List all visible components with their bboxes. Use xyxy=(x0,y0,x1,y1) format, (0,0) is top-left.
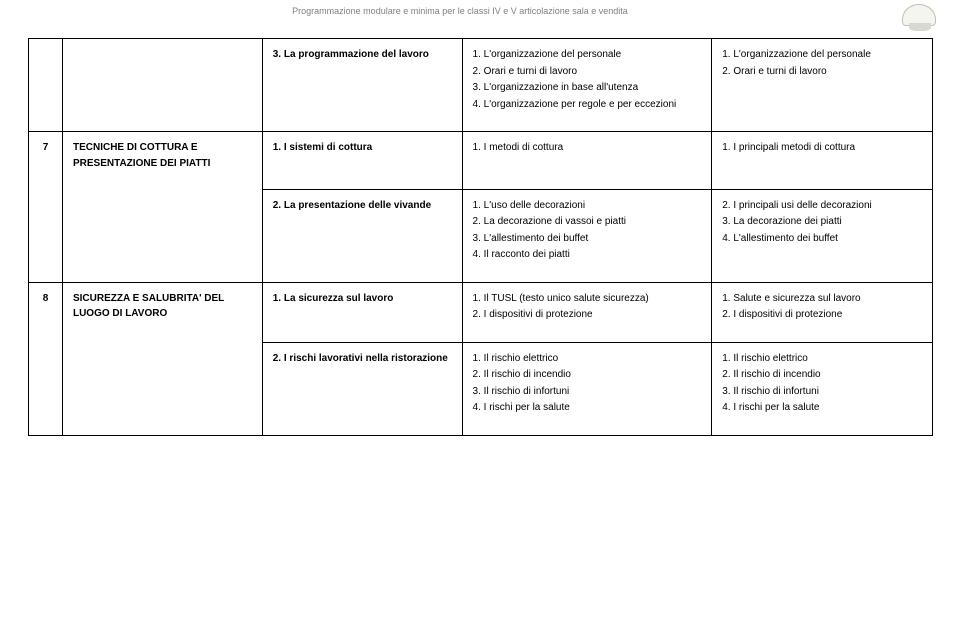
col-objectives: 1. Il rischio elettrico2. Il rischio di … xyxy=(712,342,933,435)
col-objectives: 1. L'organizzazione del personale2. Orar… xyxy=(712,39,933,132)
module-topic xyxy=(62,342,262,435)
col-objectives: 1. Salute e sicurezza sul lavoro2. I dis… xyxy=(712,282,933,342)
module-number xyxy=(29,342,63,435)
list-item: 4. L'allestimento dei buffet xyxy=(722,231,922,247)
col-objectives: 1. I principali metodi di cottura xyxy=(712,132,933,190)
col-unit: 3. La programmazione del lavoro xyxy=(262,39,462,132)
list-item: 4. I rischi per la salute xyxy=(722,400,922,416)
list-item: 3. Il rischio di infortuni xyxy=(473,384,702,400)
list-item: 2. I principali usi delle decorazioni xyxy=(722,198,922,214)
col-contents: 1. L'uso delle decorazioni2. La decorazi… xyxy=(462,189,712,282)
list-item: 3. L'organizzazione in base all'utenza xyxy=(473,80,702,96)
list-item: 4. L'organizzazione per regole e per ecc… xyxy=(473,97,702,113)
module-topic: TECNICHE DI COTTURA E PRESENTAZIONE DEI … xyxy=(62,132,262,190)
col-contents: 1. Il rischio elettrico2. Il rischio di … xyxy=(462,342,712,435)
list-item: 1. La sicurezza sul lavoro xyxy=(273,291,452,307)
list-item: 1. Il rischio elettrico xyxy=(473,351,702,367)
list-item: 1. Il TUSL (testo unico salute sicurezza… xyxy=(473,291,702,307)
list-item: 3. Il rischio di infortuni xyxy=(722,384,922,400)
list-item: 2. Il rischio di incendio xyxy=(473,367,702,383)
list-item: 2. I dispositivi di protezione xyxy=(722,307,922,323)
list-item: 2. I rischi lavorativi nella ristorazion… xyxy=(273,351,452,367)
table-row: 2. La presentazione delle vivande 1. L'us… xyxy=(29,189,933,282)
col-unit: 1. I sistemi di cottura xyxy=(262,132,462,190)
list-item: 1. Il rischio elettrico xyxy=(722,351,922,367)
curriculum-table: 3. La programmazione del lavoro 1. L'orga… xyxy=(28,38,933,436)
table-row: 7TECNICHE DI COTTURA E PRESENTAZIONE DEI… xyxy=(29,132,933,190)
list-item: 1. L'uso delle decorazioni xyxy=(473,198,702,214)
list-item: 2. Orari e turni di lavoro xyxy=(722,64,922,80)
list-item: 2. Il rischio di incendio xyxy=(722,367,922,383)
page-header: Programmazione modulare e minima per le … xyxy=(0,6,920,16)
col-unit: 2. La presentazione delle vivande xyxy=(262,189,462,282)
list-item: 1. I metodi di cottura xyxy=(473,140,702,156)
col-contents: 1. I metodi di cottura xyxy=(462,132,712,190)
module-number xyxy=(29,189,63,282)
table-row: 3. La programmazione del lavoro 1. L'orga… xyxy=(29,39,933,132)
col-contents: 1. L'organizzazione del personale2. Orar… xyxy=(462,39,712,132)
module-topic: SICUREZZA E SALUBRITA' DEL LUOGO DI LAVO… xyxy=(62,282,262,342)
list-item: 2. I dispositivi di protezione xyxy=(473,307,702,323)
chef-hat-icon xyxy=(902,4,940,36)
table-row: 8SICUREZZA E SALUBRITA' DEL LUOGO DI LAV… xyxy=(29,282,933,342)
list-item: 1. L'organizzazione del personale xyxy=(473,47,702,63)
list-item: 4. Il racconto dei piatti xyxy=(473,247,702,263)
module-number xyxy=(29,39,63,132)
list-item: 2. Orari e turni di lavoro xyxy=(473,64,702,80)
list-item: 1. L'organizzazione del personale xyxy=(722,47,922,63)
list-item: 1. I sistemi di cottura xyxy=(273,140,452,156)
col-unit: 1. La sicurezza sul lavoro xyxy=(262,282,462,342)
list-item: 2. La decorazione di vassoi e piatti xyxy=(473,214,702,230)
module-topic xyxy=(62,39,262,132)
module-number: 7 xyxy=(29,132,63,190)
list-item: 4. I rischi per la salute xyxy=(473,400,702,416)
list-item: 2. La presentazione delle vivande xyxy=(273,198,452,214)
module-number: 8 xyxy=(29,282,63,342)
col-contents: 1. Il TUSL (testo unico salute sicurezza… xyxy=(462,282,712,342)
col-unit: 2. I rischi lavorativi nella ristorazion… xyxy=(262,342,462,435)
list-item: 1. I principali metodi di cottura xyxy=(722,140,922,156)
list-item: 1. Salute e sicurezza sul lavoro xyxy=(722,291,922,307)
list-item: 3. L'allestimento dei buffet xyxy=(473,231,702,247)
list-item: 3. La decorazione dei piatti xyxy=(722,214,922,230)
col-objectives: 2. I principali usi delle decorazioni3. … xyxy=(712,189,933,282)
list-item: 3. La programmazione del lavoro xyxy=(273,47,452,63)
table-row: 2. I rischi lavorativi nella ristorazion… xyxy=(29,342,933,435)
module-topic xyxy=(62,189,262,282)
